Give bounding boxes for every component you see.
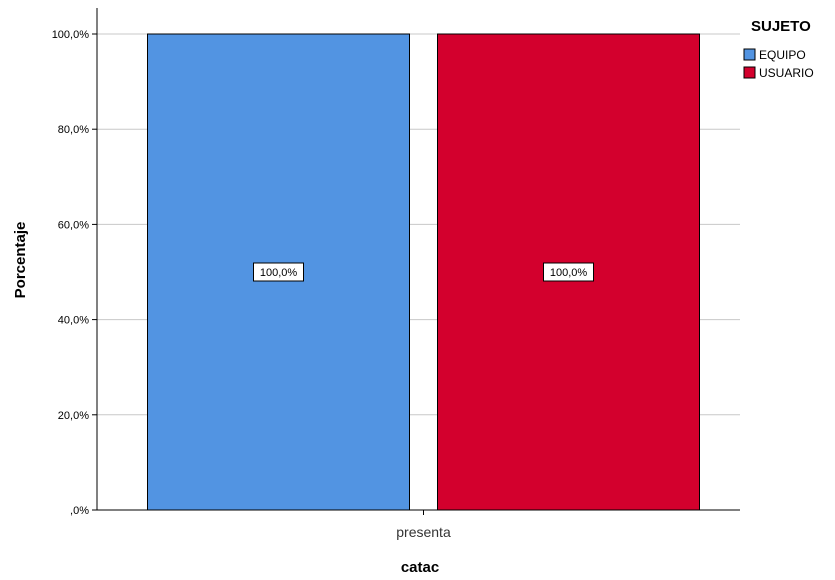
x-axis-title: catac	[401, 559, 439, 576]
x-axis-ticks: presenta	[396, 510, 451, 540]
x-tick-label: presenta	[396, 524, 451, 540]
y-tick-label: 40,0%	[58, 315, 89, 327]
data-labels: 100,0% 100,0%	[253, 262, 594, 282]
data-label-box	[253, 262, 304, 282]
bars	[147, 33, 700, 511]
legend-title: SUJETO	[751, 18, 811, 35]
legend: SUJETO EQUIPO USUARIO	[743, 18, 814, 80]
data-label-box	[543, 262, 594, 282]
legend-items: EQUIPO USUARIO	[743, 48, 814, 80]
y-tick-label: 80,0%	[58, 124, 89, 136]
legend-swatch-usuario	[743, 66, 756, 79]
y-tick-label: 20,0%	[58, 410, 89, 422]
legend-label-equipo: EQUIPO	[759, 48, 806, 62]
y-tick-label: ,0%	[70, 505, 89, 517]
legend-label-usuario: USUARIO	[759, 66, 814, 80]
y-axis-title: Porcentaje	[12, 222, 29, 299]
data-label: 100,0%	[550, 267, 588, 279]
y-tick-label: 60,0%	[58, 219, 89, 231]
y-axis-ticks: ,0% 20,0% 40,0% 60,0% 80,0% 100,0%	[52, 29, 97, 517]
legend-swatch-equipo	[743, 48, 756, 61]
y-tick-label: 100,0%	[52, 29, 90, 41]
data-label: 100,0%	[260, 267, 298, 279]
